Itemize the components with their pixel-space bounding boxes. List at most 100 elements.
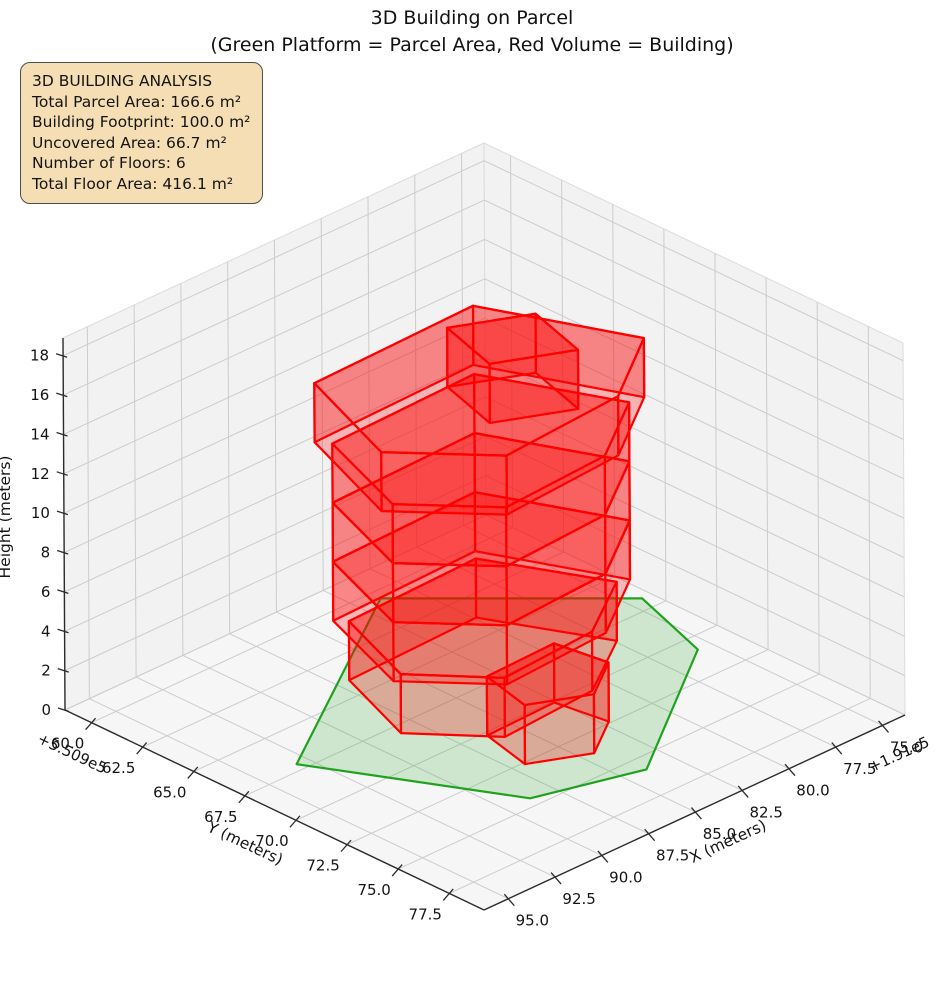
grid-line-y-wall (714, 253, 718, 626)
building-floor-5-side-face (380, 451, 508, 516)
grid-line-y-wall (867, 326, 871, 699)
z-tick-label: 6 (41, 583, 51, 601)
chart-title-line1: 3D Building on Parcel (370, 7, 574, 29)
x-tick-mark (644, 828, 656, 842)
x-tick-label: 75.0 (890, 738, 923, 756)
x-tick-mark (503, 893, 515, 907)
z-tick-mark (55, 353, 68, 358)
z-axis-line (62, 337, 66, 711)
x-tick-mark (878, 720, 890, 733)
x-tick-mark (784, 763, 796, 777)
y-tick-label: 60.0 (51, 735, 84, 753)
y-tick-label: 67.5 (204, 808, 237, 826)
z-tick-mark (57, 628, 69, 634)
info-box-line-parcel-area: Total Parcel Area: 166.6 m² (32, 92, 242, 111)
grid-line-y-floor (244, 600, 667, 797)
x-tick-mark (737, 785, 749, 798)
grid-line-x-wall (227, 261, 231, 634)
grid-line-z-right-wall (485, 435, 905, 637)
z-tick-mark (56, 392, 68, 398)
z-tick-label: 8 (41, 544, 51, 562)
z-tick-label: 14 (30, 425, 49, 443)
grid-line-z-right-wall (484, 317, 905, 519)
x-tick-label: 87.5 (656, 847, 689, 865)
building-floor-2-side-face (392, 621, 509, 686)
x-tick-mark (597, 850, 609, 863)
x-tick-mark (690, 807, 702, 820)
grid-line-x-floor (416, 546, 836, 748)
analysis-info-box: 3D BUILDING ANALYSIS Total Parcel Area: … (20, 62, 264, 204)
y-tick-label: 62.5 (102, 759, 135, 777)
grid-line-x-wall (367, 196, 371, 569)
z-axis-title: Height (meters) (0, 456, 14, 579)
x-tick-label: 85.0 (703, 825, 736, 843)
building-floor-1-front-annex-side-face (523, 693, 596, 766)
x-tick-label: 92.5 (562, 890, 595, 908)
grid-line-y-wall (510, 155, 514, 528)
x-tick-mark (831, 742, 843, 755)
grid-line-y-floor (91, 527, 513, 724)
z-tick-label: 16 (30, 386, 49, 404)
y-tick-mark (442, 888, 454, 901)
z-tick-mark (56, 471, 68, 476)
grid-line-y-wall (663, 228, 667, 601)
grid-line-z-left-wall (64, 514, 487, 711)
x-tick-label: 77.5 (843, 760, 876, 778)
grid-line-y-floor (346, 649, 769, 846)
grid-line-x-wall (461, 153, 465, 526)
grid-line-y-floor (295, 624, 718, 821)
grid-line-x-wall (180, 283, 184, 656)
grid-line-z-left-wall (63, 317, 486, 514)
building-floor-6-roof-box-top-face (446, 312, 580, 365)
grid-line-z-right-wall (485, 475, 906, 677)
info-box-line-uncovered: Uncovered Area: 66.7 m² (32, 133, 227, 152)
info-box-line-floors: Number of Floors: 6 (32, 154, 186, 172)
grid-line-x-floor (276, 611, 696, 813)
building-floor-4-top-face (331, 373, 631, 509)
grid-line-y-floor (397, 673, 820, 870)
grid-line-z-right-wall (484, 278, 904, 480)
y-tick-label: 75.0 (357, 881, 390, 899)
y-tick-mark (289, 815, 301, 828)
building-floor-1-front-annex-top-face (485, 642, 610, 707)
grid-line-z-right-wall (483, 160, 904, 362)
z-tick-mark (56, 431, 68, 437)
grid-line-z-left-wall (63, 357, 486, 553)
grid-line-z-right-wall (484, 357, 905, 558)
grid-line-x-floor (369, 568, 790, 770)
grid-line-x-floor (89, 698, 509, 900)
grid-line-z-left-wall (64, 396, 486, 593)
x-tick-label: 90.0 (609, 868, 642, 886)
grid-line-x-wall (273, 240, 277, 613)
x-tick-label: 82.5 (750, 803, 783, 821)
y-tick-label: 72.5 (306, 857, 339, 875)
grid-line-x-wall (86, 326, 90, 699)
z-tick-label: 10 (31, 504, 50, 522)
z-tick-mark (56, 549, 69, 555)
grid-line-z-left-wall (63, 199, 485, 396)
chart-title-line2: (Green Platform = Parcel Area, Red Volum… (210, 34, 734, 56)
y-tick-mark (136, 742, 148, 755)
chart-title: 3D Building on Parcel (Green Platform = … (0, 5, 944, 59)
x-axis-title: X (meters) (687, 816, 769, 867)
grid-line-x-wall (414, 175, 418, 548)
grid-line-z-left-wall (64, 435, 486, 632)
x-tick-mark (550, 872, 562, 885)
y-tick-mark (391, 864, 403, 877)
z-tick-label: 2 (41, 662, 51, 680)
building-floor-5-top-face (313, 304, 646, 457)
y-tick-label: 70.0 (255, 832, 288, 850)
building-floor-1-top-face (347, 557, 618, 680)
x-tick-label: 80.0 (796, 782, 829, 800)
x-axis-line (483, 714, 906, 911)
grid-line-x-floor (182, 654, 603, 856)
grid-line-x-floor (135, 676, 556, 878)
grid-line-y-wall (765, 277, 769, 650)
y-axis-line (64, 709, 485, 911)
z-tick-label: 4 (41, 622, 51, 640)
y-tick-mark (187, 766, 199, 779)
z-tick-label: 12 (31, 465, 50, 483)
info-box-heading: 3D BUILDING ANALYSIS (32, 72, 213, 90)
grid-line-z-right-wall (484, 238, 904, 440)
